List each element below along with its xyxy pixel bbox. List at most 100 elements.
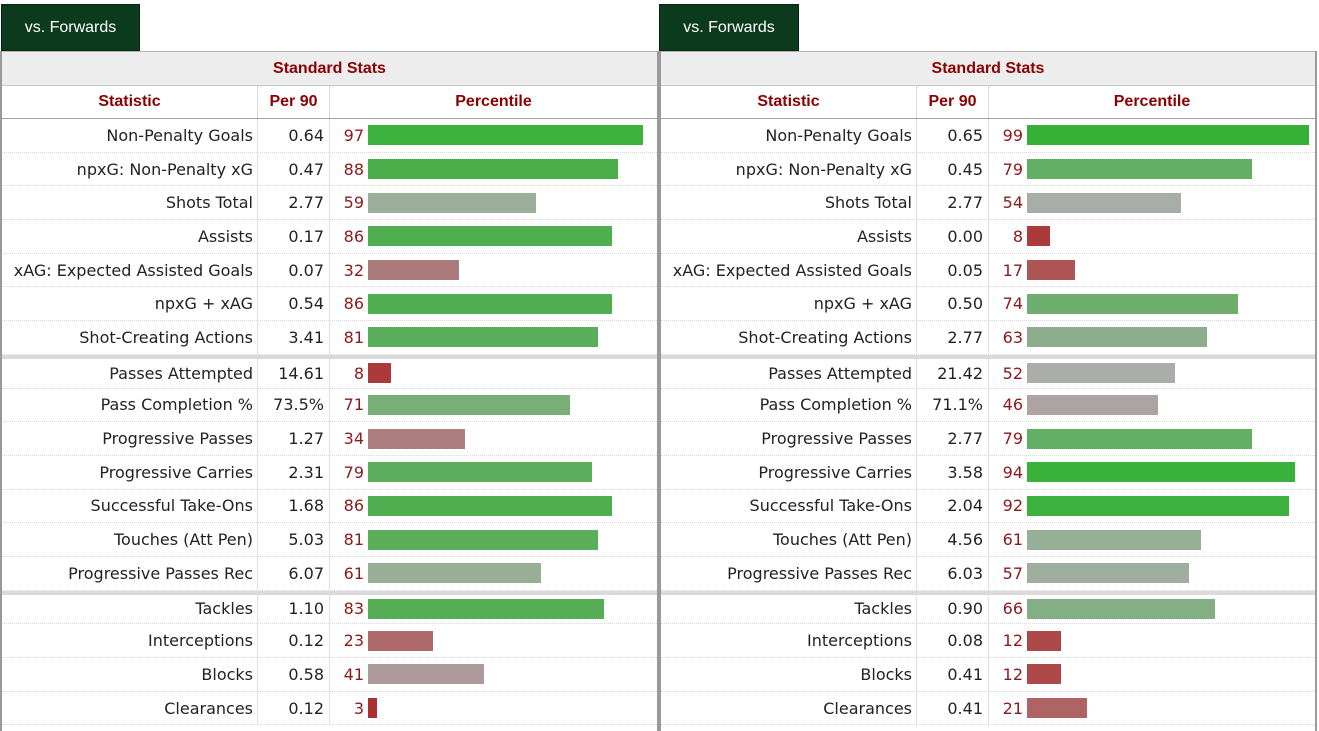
stat-name: Successful Take-Ons [661,489,917,523]
percentile-cell: 79 [989,422,1315,455]
percentile-cell: 92 [989,490,1315,523]
group-header: Standard Stats [661,51,1315,86]
table-row: Successful Take-Ons 1.68 86 [2,489,657,524]
column-header-per90[interactable]: Per 90 [258,86,330,118]
percentile-value: 8 [353,363,364,383]
percentile-bar [368,394,570,415]
percentile-bar [368,664,485,685]
percentile-bar [368,598,604,619]
percentile-bar [1027,192,1181,213]
percentile-cell: 41 [330,658,657,691]
percentile-value: 46 [1002,395,1023,415]
percentile-value: 12 [1002,664,1023,684]
table-row: xAG: Expected Assisted Goals 0.07 32 [2,253,657,288]
percentile-cell: 63 [989,321,1315,354]
stat-name: Assists [661,220,917,253]
percentile-value: 52 [1002,363,1023,383]
percentile-cell: 32 [330,254,657,287]
percentile-bar [1027,698,1087,719]
stat-name: Progressive Carries [661,455,917,489]
percentile-cell: 23 [330,624,657,657]
stat-name: Progressive Passes [2,422,258,455]
percentile-value: 88 [343,159,364,179]
percentile-cell: 66 [989,595,1315,624]
vs-forwards-tab[interactable]: vs. Forwards [659,4,799,51]
stat-name: Tackles [661,594,917,624]
stat-name: Non-Penalty Goals [2,119,258,152]
percentile-bar-track [368,327,650,348]
per90-value: 0.64 [258,119,330,152]
left-comparison-panel: vs. Forwards Standard Stats Statistic Pe… [0,0,659,731]
table-row: npxG + xAG 0.50 74 [661,287,1315,322]
percentile-value: 81 [343,327,364,347]
percentile-bar [1027,226,1050,247]
percentile-cell: 71 [330,389,657,422]
column-header-percentile[interactable]: Percentile [1113,93,1191,110]
stat-name: Progressive Passes [661,422,917,455]
stat-name: Interceptions [2,624,258,657]
per90-value: 73.5% [258,388,330,422]
table-row: Progressive Passes 1.27 34 [2,422,657,456]
per90-value: 0.58 [258,658,330,691]
stat-name: Passes Attempted [2,358,258,388]
per90-value: 0.50 [917,287,989,321]
table-row: Pass Completion % 73.5% 71 [2,388,657,423]
stat-name: Pass Completion % [661,388,917,422]
percentile-cell: 97 [330,119,657,152]
per90-value: 3.58 [917,455,989,489]
percentile-bar-track [368,125,650,146]
percentile-bar [368,192,536,213]
percentile-value: 92 [1002,496,1023,516]
percentile-bar-track [368,664,650,685]
percentile-bar [368,630,434,651]
table-row: Shot-Creating Actions 2.77 63 [661,321,1315,355]
stat-name: Shots Total [661,186,917,220]
table-body: Non-Penalty Goals 0.65 99 npxG: Non-Penalty… [661,119,1315,726]
table-row: Non-Penalty Goals 0.64 97 [2,119,657,153]
table-row: Passes Attempted 21.42 52 [661,354,1315,389]
table-row: Touches (Att Pen) 5.03 81 [2,523,657,557]
stat-name: Interceptions [661,624,917,657]
vs-forwards-tab[interactable]: vs. Forwards [1,4,140,51]
table-row: npxG: Non-Penalty xG 0.45 79 [661,152,1315,187]
percentile-value: 12 [1002,631,1023,651]
percentile-bar-track [368,495,650,516]
percentile-value: 74 [1002,294,1023,314]
stat-name: Progressive Passes Rec [661,556,917,590]
stat-name: Touches (Att Pen) [2,523,258,556]
per90-value: 0.12 [258,624,330,657]
column-headers: Statistic Per 90 Percentile [2,86,657,119]
stat-name: Shots Total [2,186,258,220]
percentile-cell: 52 [989,359,1315,388]
percentile-bar-track [368,260,650,281]
percentile-bar-track [1027,226,1309,247]
per90-value: 0.17 [258,220,330,253]
percentile-bar-track [1027,664,1309,685]
percentile-value: 61 [343,563,364,583]
per90-value: 0.05 [917,253,989,287]
percentile-bar-track [1027,462,1309,483]
stats-table: Standard Stats Statistic Per 90 Percenti… [659,51,1317,731]
percentile-bar-track [1027,327,1309,348]
per90-value: 6.07 [258,556,330,590]
per90-value: 2.77 [917,186,989,220]
table-row: Assists 0.00 8 [661,220,1315,254]
percentile-bar-track [1027,598,1309,619]
table-row: Assists 0.17 86 [2,220,657,254]
percentile-value: 3 [353,698,364,718]
percentile-value: 79 [1002,159,1023,179]
stat-name: Progressive Carries [2,455,258,489]
percentile-value: 32 [343,260,364,280]
column-header-statistic[interactable]: Statistic [2,86,258,118]
column-header-percentile[interactable]: Percentile [455,93,532,110]
percentile-bar-track [368,293,650,314]
per90-value: 4.56 [917,523,989,556]
column-header-per90[interactable]: Per 90 [917,86,989,118]
column-header-statistic[interactable]: Statistic [661,86,917,118]
per90-value: 0.08 [917,624,989,657]
table-row: Clearances 0.12 3 [2,691,657,726]
percentile-value: 59 [343,193,364,213]
table-row: Tackles 1.10 83 [2,590,657,625]
percentile-bar [368,125,644,146]
stat-name: xAG: Expected Assisted Goals [2,253,258,287]
